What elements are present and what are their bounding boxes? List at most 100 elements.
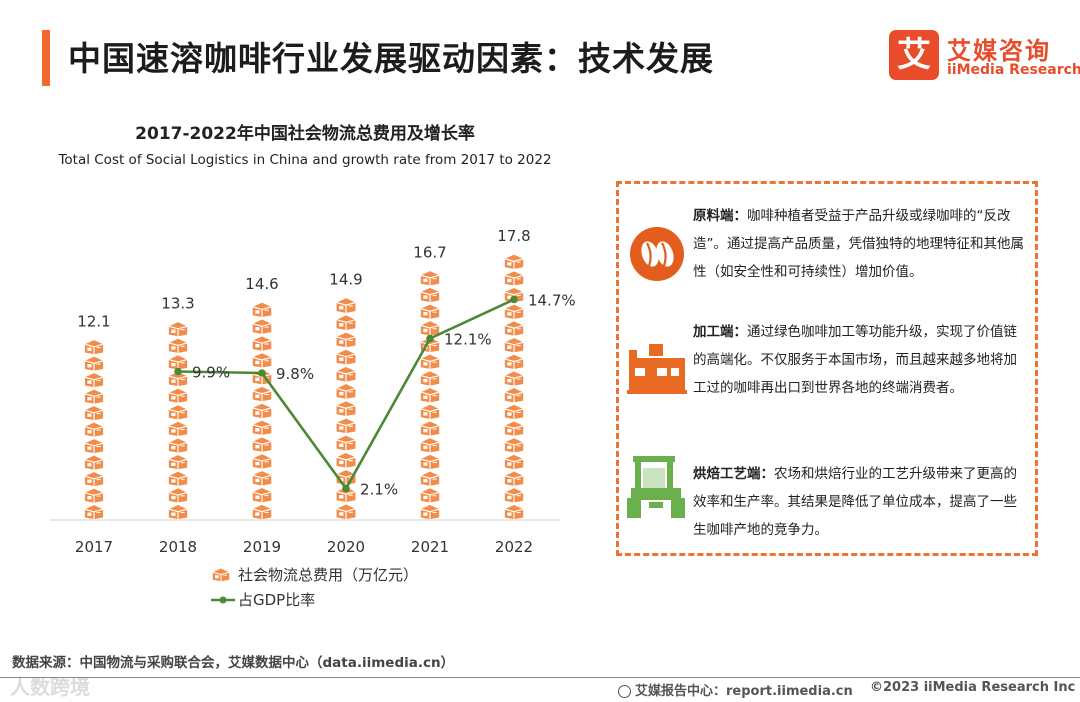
bar-box bbox=[168, 387, 188, 404]
footer-divider bbox=[0, 677, 1080, 678]
bar-box bbox=[84, 438, 104, 454]
bar-box bbox=[252, 352, 272, 369]
legend-line-marker bbox=[219, 596, 227, 604]
bar-box bbox=[504, 470, 524, 487]
bar-box bbox=[420, 487, 440, 504]
driver-processing-text: 加工端：通过绿色咖啡加工等功能升级，实现了价值链的高端化。不仅服务于本国市场，而… bbox=[693, 324, 1017, 396]
bar-box bbox=[504, 304, 524, 320]
x-tick-label: 2021 bbox=[411, 538, 449, 556]
bar-box bbox=[420, 287, 440, 303]
bar-box bbox=[84, 487, 104, 504]
bar-box bbox=[335, 452, 357, 469]
bar-box bbox=[420, 437, 440, 454]
bar-box bbox=[168, 471, 188, 487]
legend: 社会物流总费用（万亿元） 占GDP比率 bbox=[211, 566, 418, 609]
bar-box bbox=[335, 297, 357, 314]
bar-box bbox=[504, 270, 524, 287]
bar-box bbox=[504, 337, 524, 353]
growth-rate-point-2022 bbox=[510, 295, 518, 304]
bar-box bbox=[335, 417, 357, 434]
logo-mark: 艾 bbox=[889, 30, 939, 80]
bar-box bbox=[335, 349, 357, 366]
bar-box bbox=[335, 435, 357, 452]
bar-box bbox=[335, 503, 357, 520]
factory-icon bbox=[627, 340, 687, 400]
bar-box bbox=[252, 403, 272, 419]
brand-logo[interactable]: 艾 艾媒咨询 iiMedia Research bbox=[889, 30, 1080, 86]
driver-raw-material-text: 原料端：咖啡种植者受益于产品升级或绿咖啡的“反改造”。通过提高产品质量，凭借独特… bbox=[693, 208, 1024, 280]
logistics-cost-chart: 12.1 2017 13.3 2018 14.6 2019 14.9 2020 16.7 2021… bbox=[50, 227, 576, 609]
chart-subtitle: Total Cost of Social Logistics in China … bbox=[58, 152, 552, 168]
growth-rate-point-2019 bbox=[258, 369, 266, 377]
coffee-bean-icon bbox=[627, 224, 687, 284]
bar-2019 bbox=[252, 301, 272, 520]
bar-value-label: 16.7 bbox=[413, 244, 446, 262]
chart-title: 2017-2022年中国社会物流总费用及增长率 bbox=[135, 124, 475, 144]
growth-rate-label: 2.1% bbox=[360, 481, 398, 499]
bar-box bbox=[168, 421, 188, 437]
bar-box bbox=[252, 436, 272, 453]
drivers-panel: 原料端：咖啡种植者受益于产品升级或绿咖啡的“反改造”。通过提高产品质量，凭借独特… bbox=[616, 181, 1038, 556]
bar-value-label: 13.3 bbox=[161, 295, 194, 313]
bar-2017 bbox=[84, 339, 104, 520]
growth-rate-point-2018 bbox=[174, 367, 182, 376]
tractor-icon bbox=[627, 454, 687, 518]
growth-rate-label: 9.8% bbox=[276, 365, 314, 383]
bar-2021 bbox=[420, 270, 440, 520]
legend-bar-label: 社会物流总费用（万亿元） bbox=[238, 566, 418, 584]
bar-box bbox=[252, 504, 272, 520]
growth-rate-point-2020 bbox=[342, 484, 350, 493]
x-tick-label: 2019 bbox=[243, 538, 281, 556]
bar-box bbox=[168, 354, 188, 371]
x-tick-label: 2017 bbox=[75, 538, 113, 556]
bar-box bbox=[84, 454, 104, 471]
bar-box bbox=[504, 504, 524, 520]
bar-box bbox=[420, 454, 440, 470]
bar-value-label: 14.9 bbox=[329, 271, 362, 289]
bar-box bbox=[84, 471, 104, 487]
bar-box bbox=[168, 338, 188, 354]
title-accent-bar bbox=[42, 30, 50, 86]
bar-box bbox=[168, 487, 188, 504]
bar-value-label: 17.8 bbox=[497, 227, 530, 245]
bar-box bbox=[335, 331, 357, 348]
bar-box bbox=[420, 270, 440, 287]
page-title: 中国速溶咖啡行业发展驱动因素：技术发展 bbox=[68, 39, 714, 78]
bar-2022 bbox=[504, 253, 524, 520]
bar-box bbox=[84, 372, 104, 388]
bar-box bbox=[420, 470, 440, 487]
bar-box bbox=[504, 370, 524, 387]
bar-box bbox=[252, 487, 272, 504]
bar-box bbox=[168, 437, 188, 454]
bar-box bbox=[84, 421, 104, 438]
bar-box bbox=[504, 320, 524, 337]
bar-box bbox=[252, 301, 272, 318]
bar-box bbox=[420, 353, 440, 370]
x-tick-label: 2020 bbox=[327, 538, 365, 556]
bar-box bbox=[84, 339, 104, 355]
bar-box bbox=[420, 370, 440, 387]
bar-box bbox=[252, 453, 272, 470]
bar-box bbox=[252, 419, 272, 436]
bar-box bbox=[335, 383, 357, 400]
growth-rate-point-2021 bbox=[426, 334, 434, 343]
bar-box bbox=[504, 387, 524, 404]
legend-bar-swatch bbox=[212, 567, 230, 582]
x-tick-label: 2022 bbox=[495, 538, 533, 556]
copyright: ©2023 iiMedia Research Inc bbox=[870, 680, 1076, 695]
bar-box bbox=[168, 404, 188, 421]
bar-value-label: 14.6 bbox=[245, 275, 278, 293]
bar-box bbox=[335, 314, 357, 331]
bar-box bbox=[420, 420, 440, 437]
bar-box bbox=[504, 354, 524, 370]
bar-box bbox=[504, 253, 524, 270]
bar-box bbox=[84, 504, 104, 520]
report-center-link[interactable]: 艾媒报告中心：report.iimedia.cn bbox=[618, 680, 853, 699]
bar-value-label: 12.1 bbox=[77, 313, 110, 331]
bar-box bbox=[420, 320, 440, 337]
bar-box bbox=[168, 454, 188, 470]
bar-box bbox=[335, 366, 357, 383]
bar-box bbox=[168, 504, 188, 520]
legend-line-label: 占GDP比率 bbox=[238, 591, 315, 609]
bar-box bbox=[335, 400, 357, 417]
